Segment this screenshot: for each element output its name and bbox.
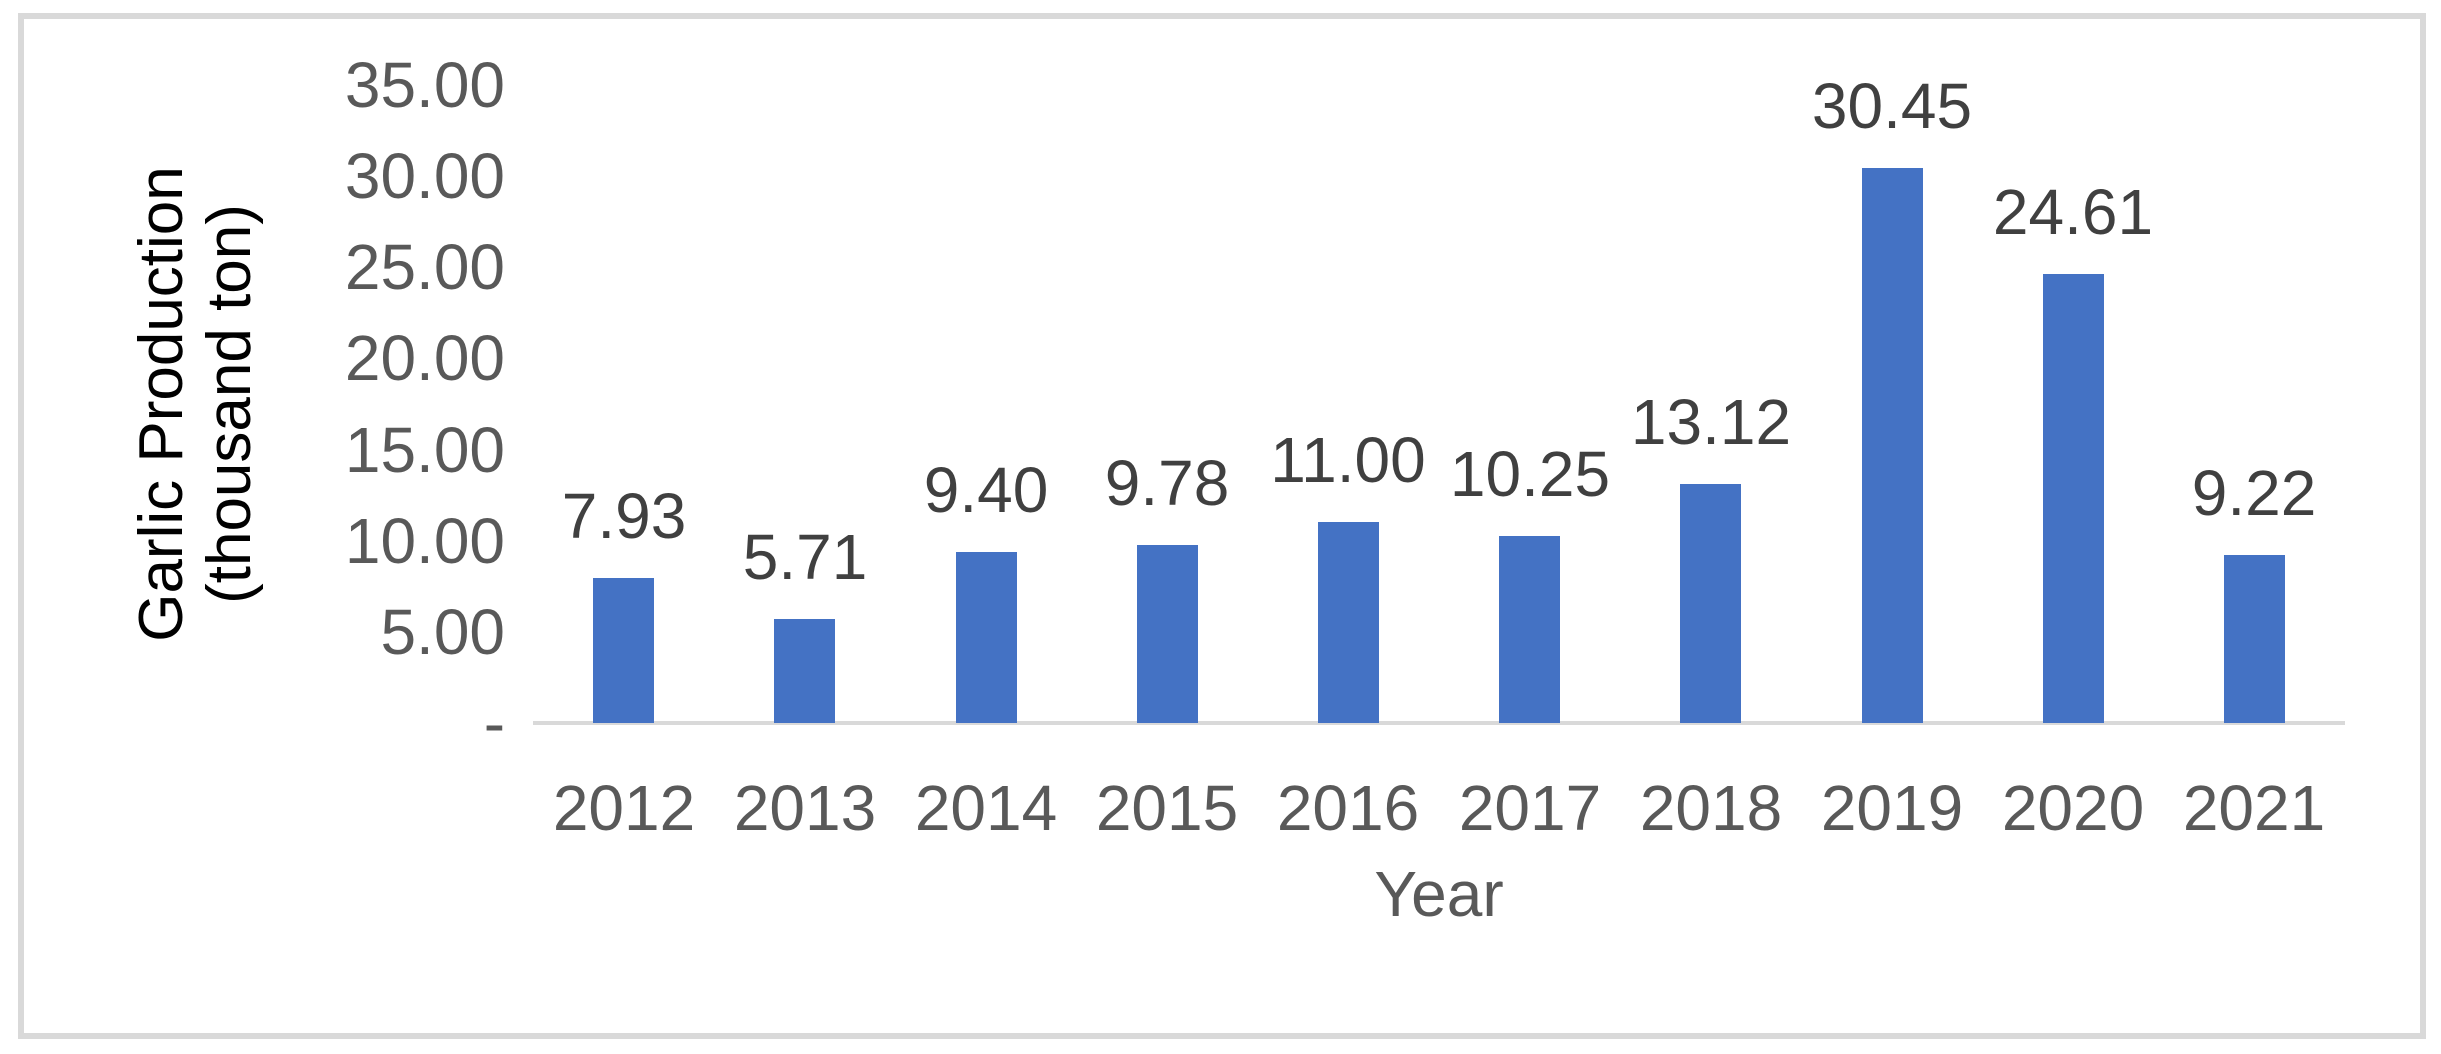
data-label-2016: 11.00	[1270, 424, 1426, 496]
category-label-2014: 2014	[914, 772, 1058, 844]
bar-2014	[956, 552, 1017, 723]
y-axis-title: Garlic Production (thousand ton)	[127, 166, 264, 642]
bar-2020	[2043, 274, 2104, 723]
data-label-2019: 30.45	[1811, 70, 1973, 142]
data-label-2020: 24.61	[1992, 176, 2154, 248]
data-label-2013: 5.71	[742, 521, 868, 593]
data-label-2012: 7.93	[561, 480, 687, 552]
x-axis-title: Year	[1374, 858, 1504, 930]
category-label-2021: 2021	[2182, 772, 2326, 844]
y-tick-label-15.00: 15.00	[344, 414, 505, 486]
chart-frame-border	[18, 13, 2426, 1039]
bar-2018	[1680, 484, 1741, 723]
category-label-2016: 2016	[1276, 772, 1420, 844]
bar-2015	[1137, 545, 1198, 723]
category-label-2019: 2019	[1820, 772, 1964, 844]
bar-2012	[593, 578, 654, 723]
category-label-2017: 2017	[1458, 772, 1602, 844]
data-label-2021: 9.22	[2191, 457, 2317, 529]
y-tick-label-30.00: 30.00	[344, 140, 505, 212]
data-label-2018: 13.12	[1630, 386, 1792, 458]
y-tick-label-10.00: 10.00	[344, 505, 505, 577]
bar-2013	[774, 619, 835, 723]
data-label-2017: 10.25	[1449, 438, 1611, 510]
category-label-2018: 2018	[1639, 772, 1783, 844]
bar-2017	[1499, 536, 1560, 723]
y-axis-title-line1: Garlic Production	[127, 166, 196, 642]
data-label-2015: 9.78	[1104, 447, 1230, 519]
data-label-2014: 9.40	[923, 454, 1049, 526]
y-tick-label-5.00: 5.00	[380, 596, 505, 668]
bar-2021	[2224, 555, 2285, 723]
category-label-2015: 2015	[1095, 772, 1239, 844]
bar-2016	[1318, 522, 1379, 723]
y-tick-label-20.00: 20.00	[344, 322, 505, 394]
category-label-2020: 2020	[2001, 772, 2145, 844]
y-tick-label--: -	[483, 687, 505, 759]
bar-2019	[1862, 168, 1923, 723]
y-tick-label-25.00: 25.00	[344, 231, 505, 303]
category-label-2012: 2012	[552, 772, 696, 844]
y-tick-label-35.00: 35.00	[344, 49, 505, 121]
x-axis-line	[533, 721, 2345, 725]
category-label-2013: 2013	[733, 772, 877, 844]
